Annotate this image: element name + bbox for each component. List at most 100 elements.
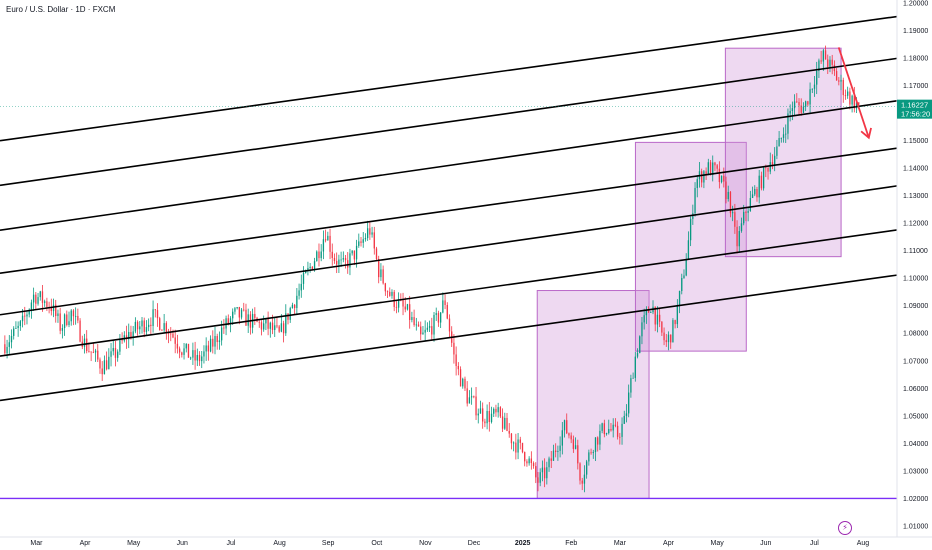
arrow-head bbox=[860, 127, 872, 140]
candle-body bbox=[309, 266, 311, 269]
candle-body bbox=[307, 268, 309, 272]
candle-body bbox=[238, 307, 241, 318]
candle-body bbox=[488, 410, 490, 422]
candle-body bbox=[205, 345, 207, 352]
candle-body bbox=[57, 313, 59, 317]
channel-lines[interactable] bbox=[0, 15, 898, 402]
candle-body bbox=[585, 461, 588, 475]
candle-body bbox=[52, 304, 55, 312]
candle-body bbox=[621, 423, 623, 437]
candle-body bbox=[90, 351, 92, 353]
rectangle-drawings[interactable] bbox=[536, 47, 842, 499]
candle-body bbox=[214, 336, 216, 347]
candle-body bbox=[170, 333, 172, 335]
candle-body bbox=[130, 332, 132, 339]
candle-body bbox=[490, 413, 493, 422]
trend-line bbox=[0, 57, 898, 187]
candles bbox=[4, 45, 860, 493]
candle-body bbox=[313, 261, 316, 270]
candle-body bbox=[143, 320, 145, 332]
candle-body bbox=[605, 433, 608, 435]
candle-body bbox=[745, 211, 747, 213]
candle-body bbox=[541, 467, 544, 473]
candle-body bbox=[336, 260, 338, 265]
candle-body bbox=[88, 351, 90, 352]
candle-body bbox=[579, 463, 581, 481]
candle-body bbox=[771, 162, 774, 166]
candle-body bbox=[464, 378, 466, 389]
price-tick-label: 1.10000 bbox=[903, 276, 928, 283]
candle-body bbox=[209, 338, 212, 352]
candle-body bbox=[185, 343, 187, 349]
price-tick-label: 1.14000 bbox=[903, 165, 928, 172]
candle-body bbox=[318, 251, 320, 259]
candle-body bbox=[254, 313, 256, 318]
candle-body bbox=[831, 59, 833, 65]
red-arrow-drawing[interactable] bbox=[837, 47, 872, 140]
candle-body bbox=[634, 356, 636, 378]
candle-body bbox=[692, 213, 694, 219]
candle-body bbox=[747, 210, 749, 213]
price-tag-background bbox=[897, 99, 932, 119]
time-axis[interactable]: Mar Apr May Jun Jul Aug Sep Oct Nov Dec 2025 Feb Mar… bbox=[0, 536, 932, 547]
candle-body bbox=[338, 259, 340, 265]
candle-body bbox=[546, 467, 548, 479]
candle-body bbox=[331, 251, 333, 258]
candle-body bbox=[838, 80, 840, 82]
trend-line bbox=[0, 15, 898, 142]
candle-body bbox=[667, 334, 670, 343]
candle-body bbox=[678, 291, 681, 306]
time-tick-label: Aug bbox=[273, 540, 286, 547]
candle-body bbox=[791, 108, 794, 111]
candle-body bbox=[302, 272, 305, 284]
candle-body bbox=[165, 323, 168, 334]
candle-body bbox=[83, 338, 86, 347]
candle-body bbox=[855, 102, 858, 109]
candle-body bbox=[475, 396, 477, 416]
candle-body bbox=[729, 191, 732, 214]
candle-body bbox=[789, 110, 791, 114]
candle-body bbox=[13, 328, 15, 336]
candle-body bbox=[561, 430, 563, 446]
lightning-icon[interactable]: ⚡ bbox=[838, 521, 852, 535]
candle-body bbox=[506, 417, 508, 431]
candle-body bbox=[701, 171, 703, 183]
candle-body bbox=[201, 356, 203, 362]
candle-body bbox=[324, 239, 327, 241]
candle-body bbox=[723, 175, 725, 182]
candle-body bbox=[714, 162, 716, 166]
candle-body bbox=[428, 326, 431, 328]
candle-body bbox=[66, 314, 68, 326]
time-tick-label: Mar bbox=[614, 540, 627, 547]
candle-body bbox=[636, 353, 639, 357]
candle-body bbox=[796, 101, 798, 103]
candle-body bbox=[663, 332, 665, 341]
candle-body bbox=[19, 321, 22, 326]
candle-body bbox=[816, 70, 818, 85]
candle-body bbox=[291, 304, 294, 309]
candle-body bbox=[422, 332, 424, 335]
candle-body bbox=[851, 95, 853, 105]
candle-body bbox=[486, 410, 488, 424]
candle-body bbox=[280, 323, 283, 332]
candle-body bbox=[371, 232, 373, 235]
candle-body bbox=[524, 452, 526, 462]
candle-body bbox=[743, 211, 745, 224]
candle-body bbox=[397, 299, 400, 308]
candle-body bbox=[776, 146, 778, 156]
candle-body bbox=[187, 343, 190, 358]
candle-body bbox=[592, 451, 594, 453]
candle-body bbox=[563, 420, 566, 431]
price-axis[interactable]: 1.200001.190001.180001.170001.160001.150… bbox=[896, 0, 928, 537]
trend-line bbox=[0, 185, 898, 316]
candle-body bbox=[787, 113, 789, 134]
candle-body bbox=[754, 189, 756, 195]
candle-body bbox=[121, 339, 123, 341]
candle-body bbox=[625, 413, 628, 416]
candle-body bbox=[79, 320, 81, 342]
candle-body bbox=[448, 318, 451, 332]
candle-body bbox=[840, 79, 842, 82]
candle-body bbox=[183, 348, 185, 355]
